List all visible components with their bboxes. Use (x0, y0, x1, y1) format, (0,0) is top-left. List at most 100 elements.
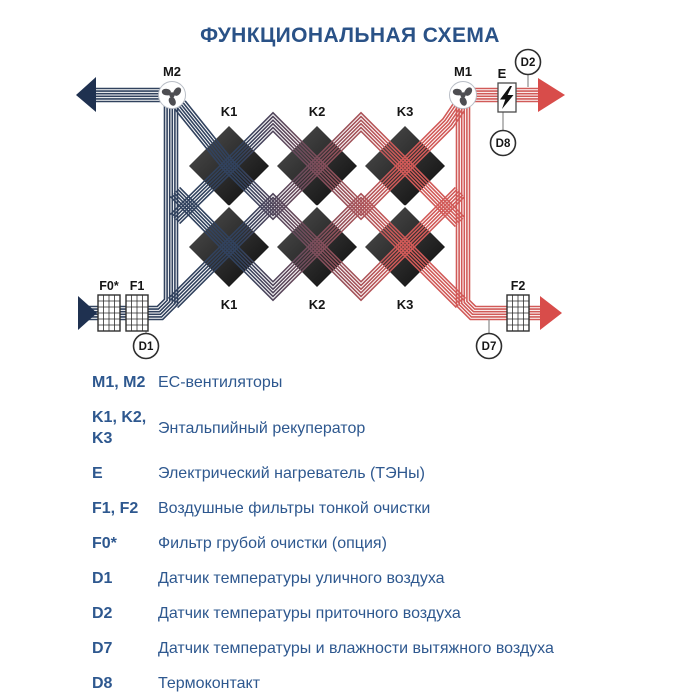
fan-blade (173, 87, 182, 96)
label-k2-top: K2 (309, 104, 326, 119)
band-stripe (171, 104, 457, 217)
filter-f1-icon (125, 294, 149, 332)
lightning-bolt-icon (500, 86, 514, 109)
legend-term: D1 (92, 570, 113, 587)
page-title: ФУНКЦИОНАЛЬНАЯ СХЕМА (200, 24, 500, 47)
recuperator-core (362, 204, 448, 290)
recuperator-core (274, 123, 360, 209)
band-stripe (182, 102, 464, 220)
legend-desc: Энтальпийный рекуператор (158, 419, 366, 437)
band-stream-bottom-a (169, 186, 467, 309)
legend: M1, M2 EC-вентиляторы K1, K2, K3 Энтальп… (92, 372, 652, 694)
band-stream-top-a (169, 102, 466, 225)
label-k1-bottom: K1 (221, 297, 238, 312)
legend-desc: Фильтр грубой очистки (опция) (158, 535, 387, 552)
schema-svg: M2 M1 E K1 K2 K3 K1 K2 K3 F0* F1 F2 D1 D… (76, 48, 565, 360)
band-stripe (171, 194, 459, 307)
band-stripe (455, 99, 542, 321)
component-symbols (97, 48, 542, 360)
fan-m1-icon (449, 81, 477, 109)
band-stripe (86, 99, 168, 310)
legend-desc: Воздушные фильтры тонкой очистки (158, 500, 431, 517)
legend-desc: EC-вентиляторы (158, 374, 283, 391)
legend-row-d2: D2 Датчик температуры приточного воздуха (92, 603, 652, 624)
label-fan-m1: M1 (454, 64, 472, 79)
intake-in-arrow-icon (78, 296, 97, 330)
legend-desc: Датчик температуры уличного воздуха (158, 570, 445, 587)
fan-blade (459, 97, 467, 106)
sensor-circle (514, 48, 542, 76)
sensor-circle (475, 332, 503, 360)
fan-m2-icon (158, 81, 186, 109)
filter-f2-icon (506, 294, 530, 332)
legend-term: D2 (92, 605, 113, 622)
band-stripe (175, 107, 461, 221)
fan-blade (161, 88, 171, 96)
band-stripe (169, 102, 455, 215)
band-stripe (86, 99, 174, 316)
filter-grid (507, 295, 529, 331)
legend-row-d1: D1 Датчик температуры уличного воздуха (92, 568, 652, 589)
functional-diagram: M2 M1 E K1 K2 K3 K1 K2 K3 F0* F1 F2 D1 D… (76, 48, 565, 360)
sensor-circle (132, 332, 160, 360)
legend-row-m: M1, M2 EC-вентиляторы (92, 372, 652, 393)
label-filter-f0: F0* (99, 279, 119, 293)
band-stripe (178, 105, 460, 224)
band-stripe (176, 106, 458, 226)
band-stripe (169, 188, 458, 301)
band-stripe (175, 190, 463, 303)
band-stripe (86, 99, 171, 313)
label-filter-f1: F1 (130, 279, 145, 293)
label-k3-bottom: K3 (397, 297, 414, 312)
label-heater-e: E (498, 66, 507, 81)
band-stripe (177, 196, 466, 309)
band-stripe (169, 196, 457, 309)
legend-term: F1, F2 (92, 500, 139, 517)
band-exhaust-outlet (88, 87, 171, 103)
label-sensor-d1: D1 (139, 341, 154, 353)
legend-desc: Электрический нагреватель (ТЭНы) (158, 465, 425, 482)
band-stripe (86, 99, 179, 321)
legend-term: K1, K2, K3 (92, 409, 147, 447)
sensor-circle (489, 129, 517, 157)
band-stream-bottom-b (167, 186, 466, 309)
recuperator-core (186, 204, 272, 290)
band-stripe (177, 188, 465, 301)
band-stripe (179, 186, 467, 299)
extract-arrow-icon (540, 296, 562, 330)
fan-blade (464, 87, 473, 96)
legend-row-k: K1, K2, K3 Энтальпийный рекуператор (92, 407, 652, 449)
label-k3-top: K3 (397, 104, 414, 119)
legend-row-d7: D7 Датчик температуры и влажности вытяжн… (92, 638, 652, 659)
legend-row-e: E Электрический нагреватель (ТЭНы) (92, 463, 652, 484)
band-stripe (180, 103, 462, 222)
legend-term: D7 (92, 640, 113, 657)
band-stripe (173, 192, 462, 305)
label-sensor-d8: D8 (496, 138, 511, 150)
fan-blade (452, 88, 462, 96)
supply-out-arrow-icon (538, 78, 565, 112)
exhaust-out-arrow-icon (76, 77, 96, 112)
label-sensor-d7: D7 (482, 341, 497, 353)
band-stripe (175, 194, 464, 307)
legend-term: E (92, 465, 103, 482)
recuperator-core (362, 123, 448, 209)
band-stripe (184, 100, 466, 218)
band-stripe (167, 186, 456, 299)
legend-desc: Датчик температуры приточного воздуха (158, 605, 461, 622)
band-stream-top-b (174, 100, 466, 228)
legend-term: F0* (92, 535, 117, 552)
legend-row-f12: F1, F2 Воздушные фильтры тонкой очистки (92, 498, 652, 519)
label-filter-f2: F2 (511, 279, 526, 293)
legend-desc: Датчик температуры и влажности вытяжного… (158, 640, 554, 657)
band-stripe (86, 99, 166, 308)
legend-row-f0: F0* Фильтр грубой очистки (опция) (92, 533, 652, 554)
component-labels: M2 M1 E K1 K2 K3 K1 K2 K3 F0* F1 F2 D1 D… (99, 57, 535, 353)
legend-term: D8 (92, 675, 113, 692)
filter-grid (98, 295, 120, 331)
filter-f0-icon (97, 294, 121, 332)
fan-hub (169, 92, 175, 98)
band-stripe (171, 190, 460, 303)
fan-hub (460, 92, 466, 98)
fan-blade (168, 97, 176, 106)
